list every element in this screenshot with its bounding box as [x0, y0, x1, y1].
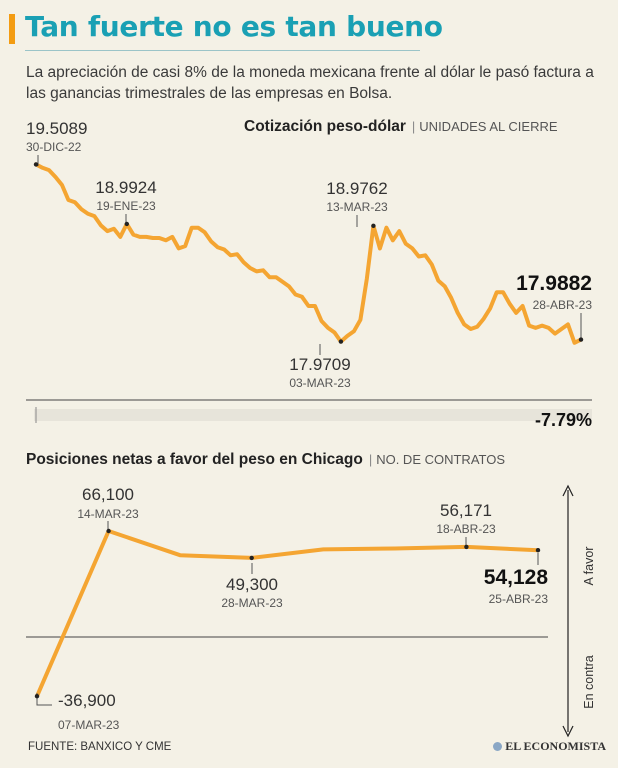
annotation-value: 18.9924 [95, 178, 156, 197]
annotation-value: -36,900 [58, 691, 116, 710]
annotation-date: 14-MAR-23 [77, 507, 139, 521]
annotation-point [371, 224, 375, 228]
annotation-value: 56,171 [440, 501, 492, 520]
annotation-point [536, 548, 540, 552]
annotation-value: 54,128 [484, 566, 549, 589]
annotation-date: 25-ABR-23 [489, 592, 549, 606]
annotation-point [125, 222, 129, 226]
annotation-date: 30-DIC-22 [26, 140, 82, 154]
annotation-point [106, 529, 110, 533]
logo-icon [493, 742, 502, 751]
annotation-point [35, 694, 39, 698]
annotation-value: 66,100 [82, 485, 134, 504]
annotation-date: 19-ENE-23 [96, 199, 156, 213]
annotation-point [339, 339, 343, 343]
annotation-date: 28-MAR-23 [221, 596, 283, 610]
annotation-date: 07-MAR-23 [58, 718, 120, 732]
annotation-value: 18.9762 [326, 179, 387, 198]
annotation-value: 49,300 [226, 575, 278, 594]
annotation-value: 17.9709 [289, 355, 350, 374]
annotation-date: 03-MAR-23 [289, 376, 351, 390]
change-label: -7.79% [535, 410, 592, 430]
side-label-contra: En contra [582, 655, 596, 709]
chicago-positions-chart: -36,900 07-MAR-23 66,100 14-MAR-23 49,300 28-… [26, 485, 596, 736]
peso-dollar-chart: 19.5089 30-DIC-22 18.9924 19-ENE-23 17.9709 0… [26, 119, 592, 430]
annotation-date: 18-ABR-23 [436, 522, 496, 536]
side-label-favor: A favor [582, 547, 596, 586]
annotation-date: 28-ABR-23 [533, 298, 593, 312]
logo-text: EL ECONOMISTA [505, 739, 606, 753]
annotation-point [250, 556, 254, 560]
chicago-positions-line [37, 531, 538, 696]
annotation-point [34, 162, 38, 166]
annotation-value: 19.5089 [26, 119, 87, 138]
annotation-point [579, 337, 583, 341]
change-bar-track [34, 409, 592, 421]
annotation-date: 13-MAR-23 [326, 200, 388, 214]
annotation-value: 17.9882 [516, 272, 592, 295]
annotation-point [464, 545, 468, 549]
publisher-logo: EL ECONOMISTA [493, 739, 606, 754]
source-note: FUENTE: BANXICO Y CME [28, 741, 171, 753]
